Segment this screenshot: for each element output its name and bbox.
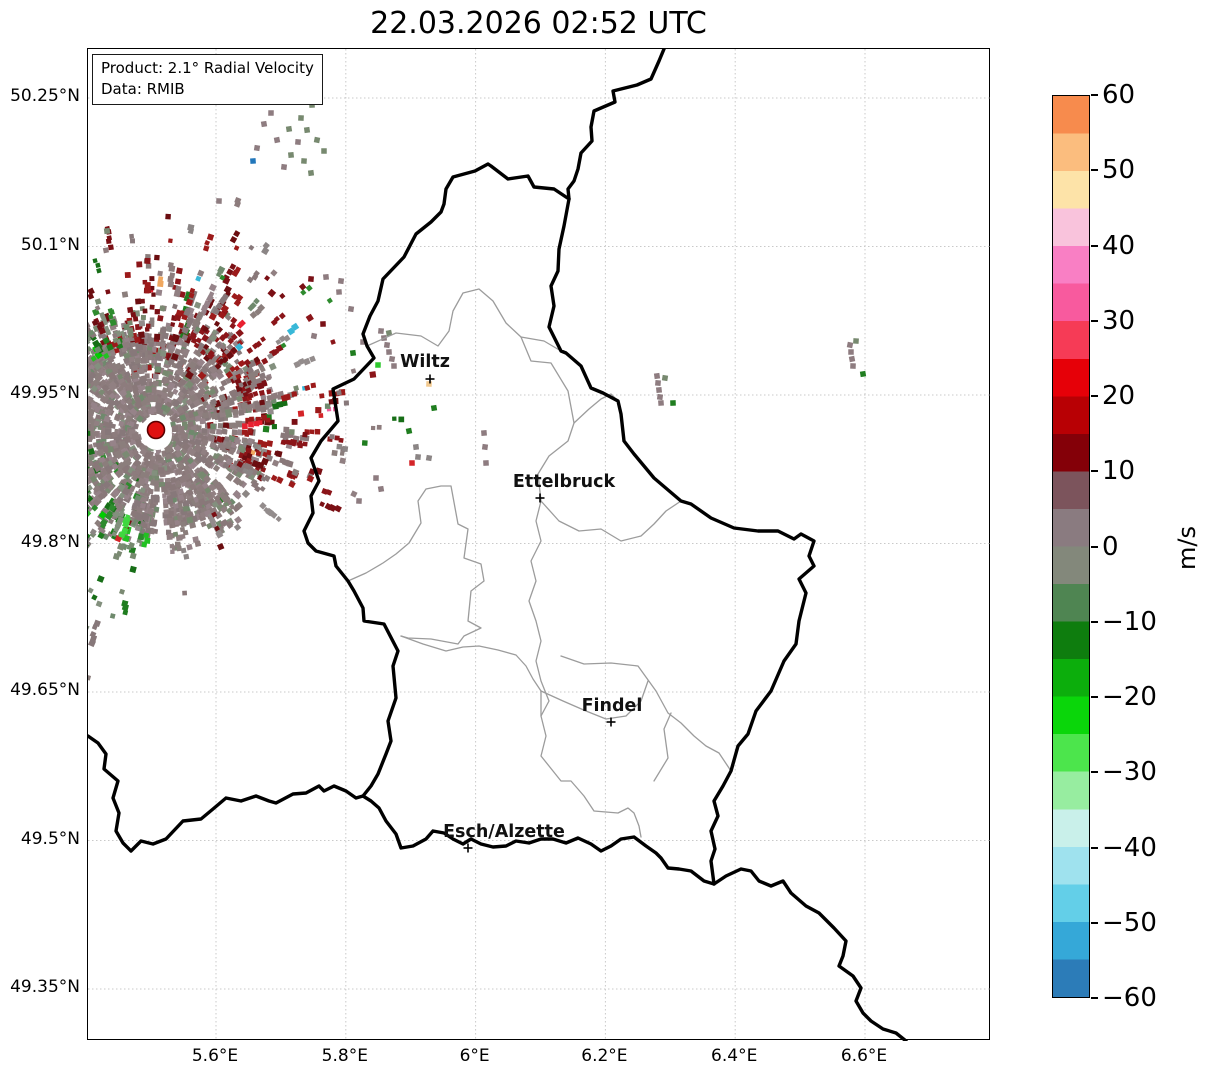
colorbar-unit-label: m/s xyxy=(1173,526,1201,570)
country-border-luxembourg xyxy=(302,162,816,886)
colorbar-tick xyxy=(1091,244,1098,247)
lat-tick-label: 49.8°N xyxy=(20,531,80,552)
lon-tick-label: 6°E xyxy=(459,1046,490,1066)
lat-tick-label: 50.1°N xyxy=(20,234,80,255)
radar-scatter xyxy=(88,97,867,681)
country-border xyxy=(712,867,908,1041)
map-canvas: Wiltz Ettelbruck Findel Esch/Alzette xyxy=(88,49,991,1041)
colorbar-tick xyxy=(1091,921,1098,924)
colorbar-tick xyxy=(1091,846,1098,849)
colorbar-tick-label: −50 xyxy=(1102,907,1157,938)
colorbar-tick-label: 40 xyxy=(1102,230,1136,261)
canton-border xyxy=(400,635,542,717)
lon-tick-label: 6.4°E xyxy=(711,1046,758,1066)
country-border xyxy=(88,734,365,853)
figure-title: 22.03.2026 02:52 UTC xyxy=(370,6,707,41)
lat-tick-label: 49.5°N xyxy=(20,828,80,849)
canton-border xyxy=(573,393,619,424)
colorbar-tick xyxy=(1091,319,1098,322)
colorbar-tick xyxy=(1091,545,1098,548)
colorbar-tick-label: −30 xyxy=(1102,757,1157,788)
colorbar-tick xyxy=(1091,169,1098,172)
city-marker: Wiltz xyxy=(400,352,450,384)
colorbar-tick-label: 30 xyxy=(1102,305,1136,336)
city-marker: Ettelbruck xyxy=(513,472,616,503)
colorbar-tick xyxy=(1091,395,1098,397)
city-label: Ettelbruck xyxy=(513,472,616,492)
colorbar-tick xyxy=(1091,620,1098,623)
colorbar-tick-label: −60 xyxy=(1102,983,1157,1013)
product-info-box: Product: 2.1° Radial Velocity Data: RMIB xyxy=(92,54,323,105)
lon-tick-label: 5.6°E xyxy=(191,1046,239,1066)
city-label: Esch/Alzette xyxy=(443,822,565,842)
colorbar-tick xyxy=(1091,94,1098,96)
lon-tick-label: 6.2°E xyxy=(581,1046,628,1066)
colorbar xyxy=(1052,95,1090,998)
colorbar-tick xyxy=(1091,771,1098,774)
colorbar-tick-label: 10 xyxy=(1102,456,1136,487)
lat-tick-label: 49.35°N xyxy=(10,977,80,997)
colorbar-tick-label: 20 xyxy=(1102,381,1136,411)
canton-border xyxy=(540,680,649,720)
product-label: Product: 2.1° Radial Velocity xyxy=(101,59,314,77)
canton-border xyxy=(366,288,562,352)
lon-tick-label: 5.8°E xyxy=(321,1046,368,1066)
colorbar-tick-label: −20 xyxy=(1102,682,1157,712)
lon-tick-label: 6.6°E xyxy=(840,1046,888,1066)
colorbar-tick xyxy=(1091,696,1098,698)
city-marker: Esch/Alzette xyxy=(443,822,565,853)
colorbar-tick-label: −40 xyxy=(1102,832,1157,863)
grid-lines xyxy=(88,49,991,1041)
canton-border xyxy=(653,712,672,782)
city-layer: Wiltz Ettelbruck Findel Esch/Alzette xyxy=(400,352,642,853)
country-border xyxy=(566,49,666,201)
canton-border xyxy=(560,655,732,772)
city-label: Wiltz xyxy=(400,352,450,372)
lat-tick-label: 49.95°N xyxy=(10,383,80,403)
colorbar-tick-label: 50 xyxy=(1102,155,1136,186)
colorbar-tick-label: 0 xyxy=(1102,531,1119,562)
colorbar-tick-label: −10 xyxy=(1102,606,1157,637)
city-marker: Findel xyxy=(582,696,643,727)
radar-site-marker xyxy=(142,420,172,450)
data-source-label: Data: RMIB xyxy=(101,80,185,98)
canton-border xyxy=(520,336,682,542)
lat-tick-label: 50.25°N xyxy=(10,86,80,106)
lat-tick-label: 49.65°N xyxy=(10,680,80,700)
city-label: Findel xyxy=(582,696,643,716)
colorbar-tick xyxy=(1091,997,1098,999)
map-plot: Wiltz Ettelbruck Findel Esch/Alzette xyxy=(87,48,991,1041)
map-borders xyxy=(88,49,908,1041)
canton-border xyxy=(528,500,642,838)
colorbar-tick-label: 60 xyxy=(1102,80,1136,110)
canton-border xyxy=(347,485,485,645)
colorbar-tick xyxy=(1091,470,1098,473)
